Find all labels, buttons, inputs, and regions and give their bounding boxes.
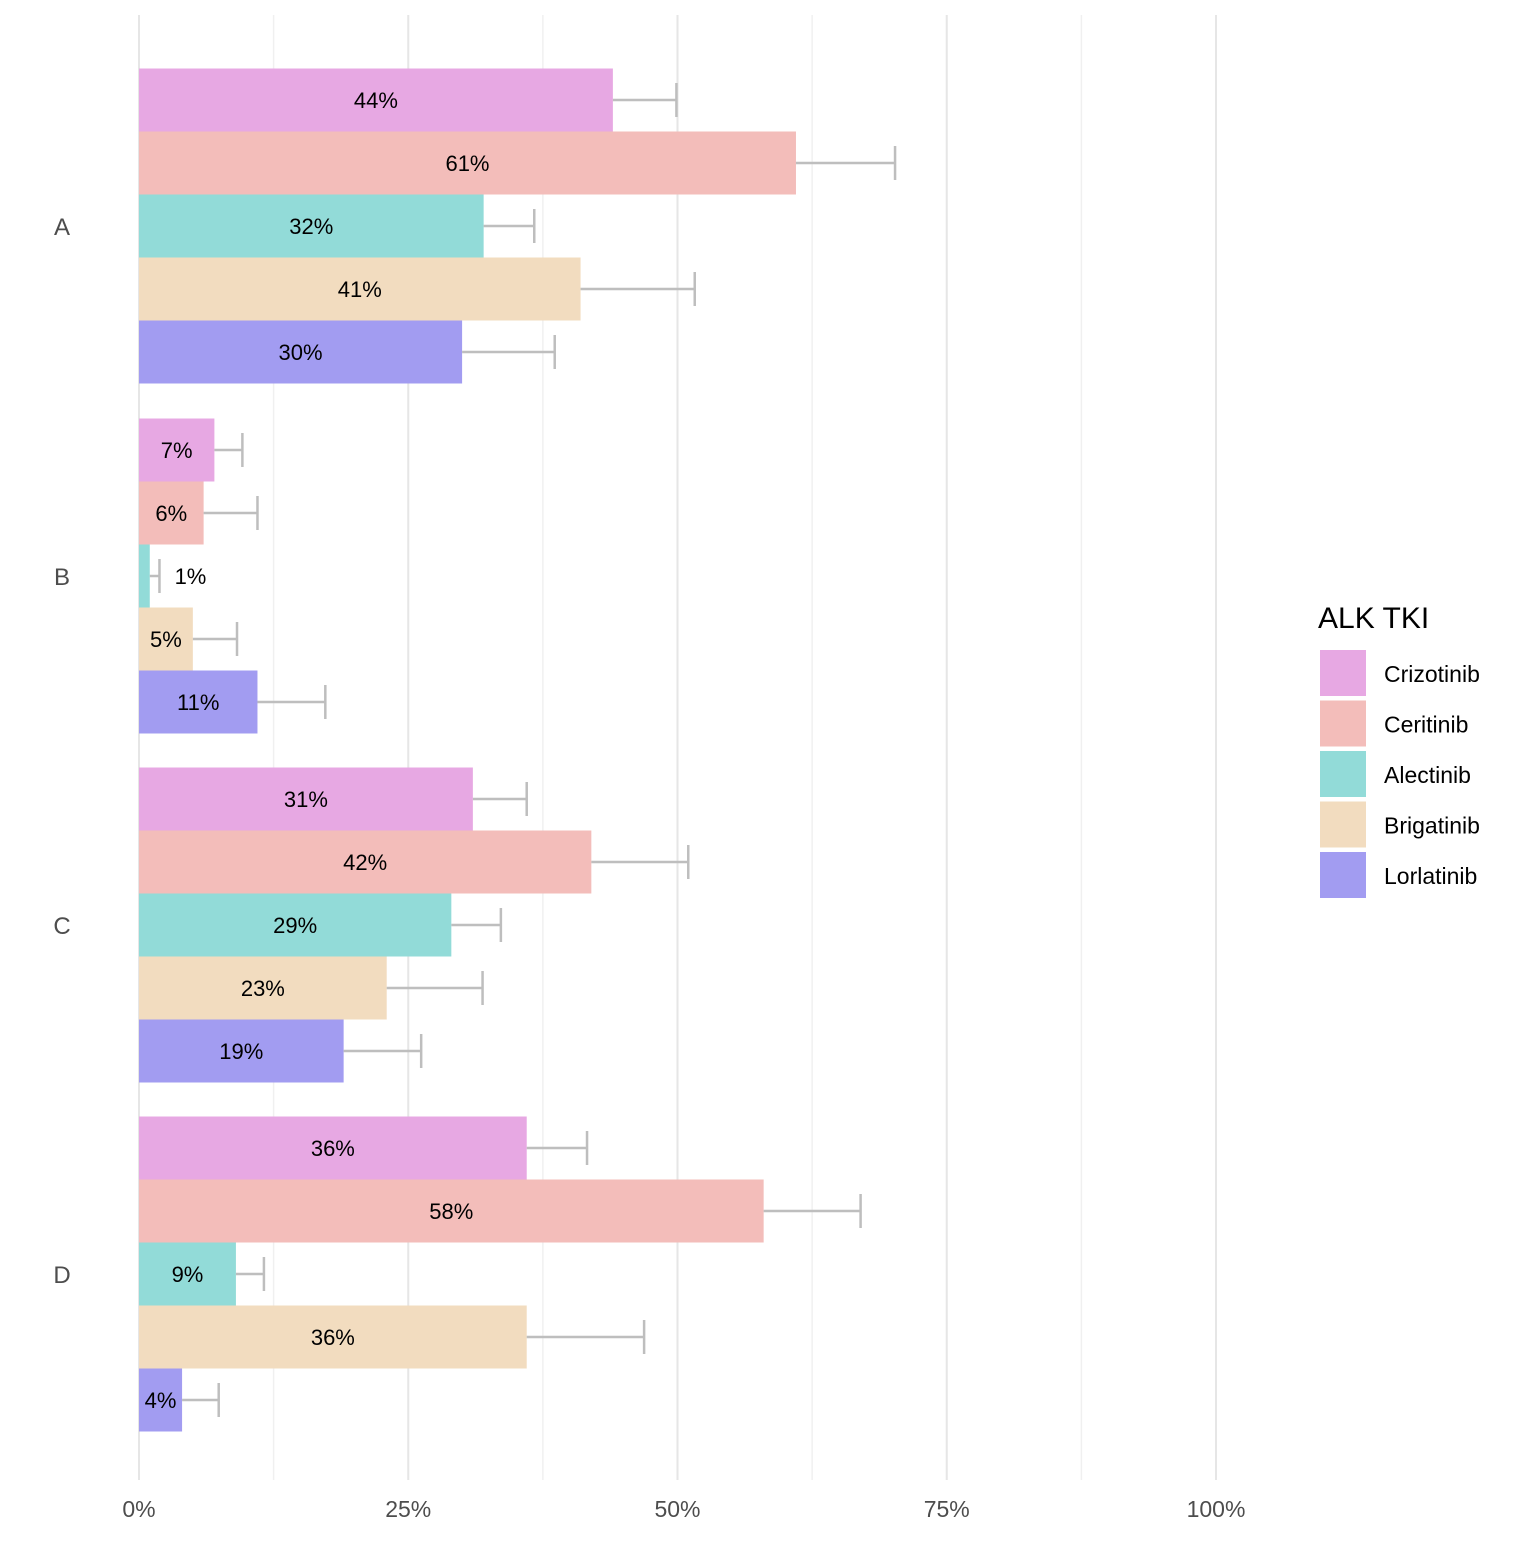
- bar-crizotinib-d: [139, 1116, 527, 1180]
- legend-swatch-brigatinib: [1320, 801, 1366, 848]
- bar-crizotinib-c: [139, 767, 473, 831]
- x-tick-label: 0%: [122, 1496, 155, 1522]
- bar-alectinib-a: [139, 194, 484, 258]
- data-label: 42%: [343, 850, 387, 875]
- legend-swatch-lorlatinib: [1320, 852, 1366, 898]
- bar-lorlatinib-a: [139, 320, 463, 384]
- data-label: 5%: [150, 627, 182, 652]
- x-tick-label: 100%: [1187, 1496, 1246, 1522]
- legend-swatch-alectinib: [1320, 751, 1366, 797]
- data-label: 44%: [354, 88, 398, 113]
- data-label: 36%: [311, 1136, 355, 1161]
- x-axis: 0% 25% 50% 75% 100%: [122, 1496, 1245, 1522]
- bar-alectinib-b: [139, 544, 150, 608]
- legend-title: ALK TKI: [1318, 602, 1429, 635]
- legend-swatch-ceritinib: [1320, 700, 1366, 747]
- bar-brigatinib-b: [139, 607, 193, 671]
- x-tick-label: 75%: [924, 1496, 970, 1522]
- data-label: 31%: [284, 787, 328, 812]
- x-tick-label: 25%: [385, 1496, 431, 1522]
- data-label: 29%: [273, 913, 317, 938]
- legend-swatch-crizotinib: [1320, 650, 1366, 696]
- data-label: 1%: [175, 564, 207, 589]
- bar-brigatinib-a: [139, 257, 581, 321]
- y-axis: A B C D: [53, 214, 70, 1289]
- bar-alectinib-d: [139, 1242, 236, 1306]
- data-label: 19%: [219, 1039, 263, 1064]
- y-category-label: B: [54, 564, 70, 591]
- y-category-label: A: [54, 214, 70, 241]
- data-label: 6%: [155, 501, 187, 526]
- data-label: 61%: [445, 151, 489, 176]
- bar-crizotinib-a: [139, 68, 613, 132]
- data-label: 36%: [311, 1325, 355, 1350]
- bars: 44% 61% 32% 41% 30% 7% 6% 1% 5% 11% 31% 42% 29% 23% 19…: [139, 68, 897, 1432]
- data-label: 30%: [279, 340, 323, 365]
- legend-label: Brigatinib: [1384, 813, 1480, 839]
- bar-lorlatinib-b: [139, 670, 258, 734]
- data-label: 58%: [429, 1199, 473, 1224]
- y-category-label: D: [53, 1262, 70, 1289]
- data-label: 11%: [177, 690, 219, 715]
- data-label: 32%: [289, 214, 333, 239]
- bar-ceritinib-c: [139, 830, 592, 894]
- legend: ALK TKI Crizotinib Ceritinib Alectinib Brig…: [1318, 602, 1480, 898]
- y-category-label: C: [53, 913, 70, 940]
- data-label: 4%: [145, 1388, 177, 1413]
- bar-ceritinib-a: [139, 131, 796, 195]
- bar-lorlatinib-c: [139, 1019, 344, 1083]
- legend-label: Lorlatinib: [1384, 863, 1477, 889]
- bar-ceritinib-b: [139, 481, 204, 545]
- bar-crizotinib-b: [139, 418, 215, 482]
- x-tick-label: 50%: [654, 1496, 700, 1522]
- bar-brigatinib-c: [139, 956, 387, 1020]
- data-label: 23%: [241, 976, 285, 1001]
- data-label: 9%: [172, 1262, 204, 1287]
- bar-brigatinib-d: [139, 1305, 527, 1369]
- bar-lorlatinib-d: [139, 1368, 183, 1432]
- data-label: 7%: [161, 438, 193, 463]
- legend-label: Crizotinib: [1384, 661, 1480, 687]
- legend-label: Ceritinib: [1384, 712, 1468, 738]
- bar-ceritinib-d: [139, 1179, 764, 1243]
- bar-alectinib-c: [139, 893, 452, 957]
- legend-label: Alectinib: [1384, 762, 1471, 788]
- data-label: 41%: [338, 277, 382, 302]
